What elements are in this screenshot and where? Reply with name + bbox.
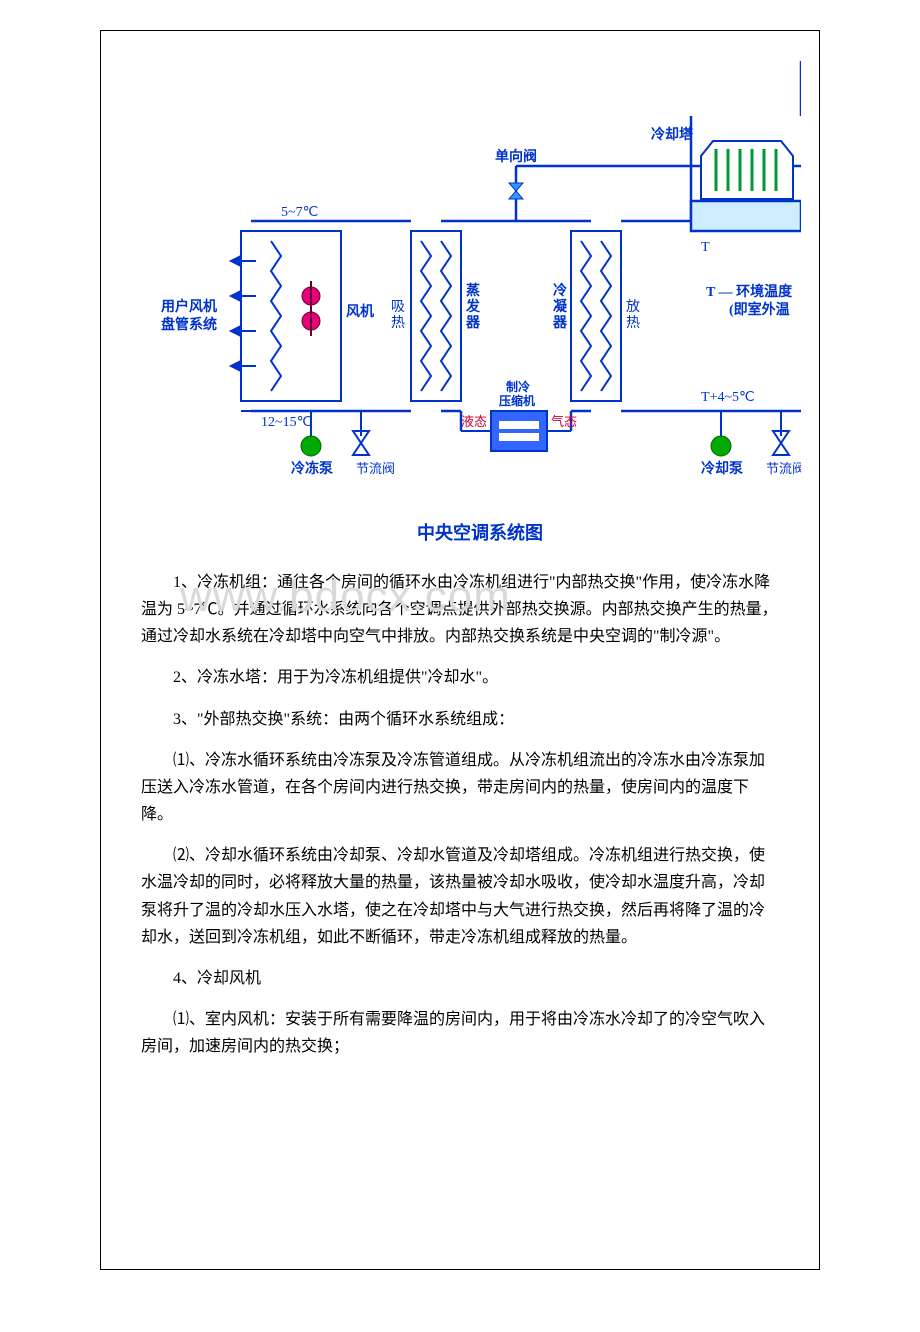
label-release: 放热: [626, 299, 640, 331]
label-fan-coil-2: 盘管系统: [161, 316, 217, 333]
label-compressor-2: 压缩机: [499, 393, 535, 408]
label-throttle2: 节流阀: [766, 461, 801, 476]
label-check-valve: 单向阀: [495, 148, 537, 165]
hvac-diagram: 5~7℃ 12~15℃ 单向阀 冷却塔 用户风机 盘管系统 风机 吸热 蒸发器 …: [161, 61, 801, 501]
para-2: 2、冷冻水塔：用于为冷冻机组提供"冷却水"。: [141, 664, 779, 691]
para-7: ⑴、室内风机：安装于所有需要降温的房间内，用于将由冷冻水冷却了的冷空气吹入房间，…: [141, 1006, 779, 1060]
label-liquid: 液态: [461, 414, 487, 429]
label-throttle: 节流阀: [356, 461, 395, 476]
throttle-valve-left-icon: [353, 411, 369, 455]
fan-coil-box: [231, 231, 341, 401]
para-6: 4、冷却风机: [141, 965, 779, 992]
label-cooling-pump: 冷却泵: [701, 460, 743, 477]
label-condenser: 冷凝器: [552, 282, 568, 331]
para-4: ⑴、冷冻水循环系统由冷冻泵及冷冻管道组成。从冷冻机组流出的冷冻水由冷冻泵加压送入…: [141, 747, 779, 829]
label-fan-coil-1: 用户风机: [161, 298, 217, 315]
label-t-offset: T+4~5℃: [701, 390, 755, 405]
throttle-valve-right-icon: [773, 411, 789, 455]
label-cooling-tower: 冷却塔: [651, 126, 694, 143]
label-compressor-1: 制冷: [506, 379, 530, 394]
label-env-note: (即室外温: [729, 301, 790, 318]
label-fan: 风机: [346, 303, 374, 320]
label-temp-out: 12~15℃: [261, 415, 312, 430]
label-absorb: 吸热: [391, 300, 405, 331]
diagram-container: 5~7℃ 12~15℃ 单向阀 冷却塔 用户风机 盘管系统 风机 吸热 蒸发器 …: [101, 31, 819, 559]
label-gas: 气态: [551, 414, 577, 429]
text-content: 1、冷冻机组：通往各个房间的循环水由冷冻机组进行"内部热交换"作用，使冷冻水降温…: [101, 559, 819, 1095]
cooling-pump-icon: [711, 411, 731, 456]
para-5: ⑵、冷却水循环系统由冷却泵、冷却水管道及冷却塔组成。冷冻机组进行热交换，使水温冷…: [141, 842, 779, 951]
check-valve-icon: [509, 183, 523, 199]
watermark-text: www.bdocx.com: [180, 560, 511, 635]
cooling-tower-icon: [701, 141, 793, 199]
label-freeze-pump: 冷冻泵: [291, 460, 333, 477]
diagram-title: 中央空调系统图: [161, 518, 799, 549]
label-env-temp: T — 环境温度: [706, 283, 793, 300]
page-border: 5~7℃ 12~15℃ 单向阀 冷却塔 用户风机 盘管系统 风机 吸热 蒸发器 …: [100, 30, 820, 1270]
label-t: T: [701, 240, 710, 255]
evaporator-box: [411, 231, 461, 401]
para-3: 3、"外部热交换"系统：由两个循环水系统组成：: [141, 706, 779, 733]
label-evaporator: 蒸发器: [465, 282, 481, 331]
label-temp-in: 5~7℃: [281, 205, 318, 220]
condenser-box: [571, 231, 621, 401]
